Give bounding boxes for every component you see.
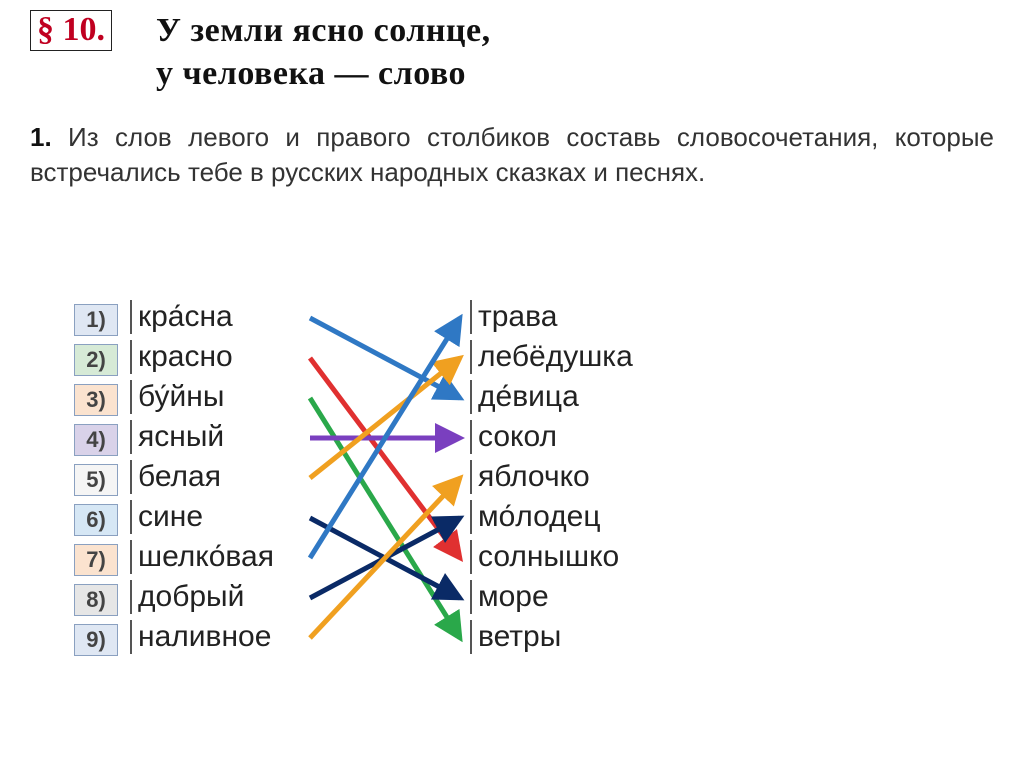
match-arrow (310, 518, 460, 598)
number-box: 3) (74, 384, 118, 416)
right-word: мо́лодец (470, 500, 601, 534)
page-title: У земли ясно солнце, у человека — слово (156, 10, 491, 95)
title-line-1: У земли ясно солнце, (156, 12, 491, 49)
right-word: сокол (470, 420, 557, 454)
left-word: сине (130, 500, 203, 534)
match-arrow (310, 358, 460, 558)
number-box: 8) (74, 584, 118, 616)
match-arrow (310, 398, 460, 638)
number-box: 5) (74, 464, 118, 496)
left-word: бу́йны (130, 380, 224, 414)
left-word: наливное (130, 620, 271, 654)
header: § 10. У земли ясно солнце, у человека — … (30, 10, 994, 95)
right-word: трава (470, 300, 557, 334)
right-word: лебёдушка (470, 340, 633, 374)
page: § 10. У земли ясно солнце, у человека — … (0, 0, 1024, 767)
match-arrow (310, 518, 460, 598)
question-number: 1. (30, 122, 52, 152)
left-word: белая (130, 460, 221, 494)
match-arrow (310, 318, 460, 398)
number-box: 2) (74, 344, 118, 376)
title-line-2: у человека — слово (156, 55, 466, 92)
match-arrow (310, 358, 460, 478)
number-box: 7) (74, 544, 118, 576)
number-box: 6) (74, 504, 118, 536)
match-arrow (310, 318, 460, 558)
number-box: 1) (74, 304, 118, 336)
left-word: шелко́вая (130, 540, 274, 574)
left-word: ясный (130, 420, 224, 454)
left-word: красно (130, 340, 233, 374)
right-word: яблочко (470, 460, 590, 494)
right-word: солнышко (470, 540, 619, 574)
section-number: § 10. (30, 10, 112, 51)
matching-diagram: 1) 2) 3) 4) 5) 6) 7) 8) 9) кра́сна красно бу́йны яс… (50, 300, 950, 740)
right-word: де́вица (470, 380, 579, 414)
right-word: море (470, 580, 549, 614)
right-word: ветры (470, 620, 561, 654)
match-arrow (310, 478, 460, 638)
number-box: 4) (74, 424, 118, 456)
instruction-block: 1. Из слов левого и правого столбиков со… (30, 120, 994, 190)
instruction-text: Из слов левого и правого столбиков соста… (30, 122, 994, 187)
left-word: кра́сна (130, 300, 233, 334)
left-word: добрый (130, 580, 244, 614)
number-box: 9) (74, 624, 118, 656)
